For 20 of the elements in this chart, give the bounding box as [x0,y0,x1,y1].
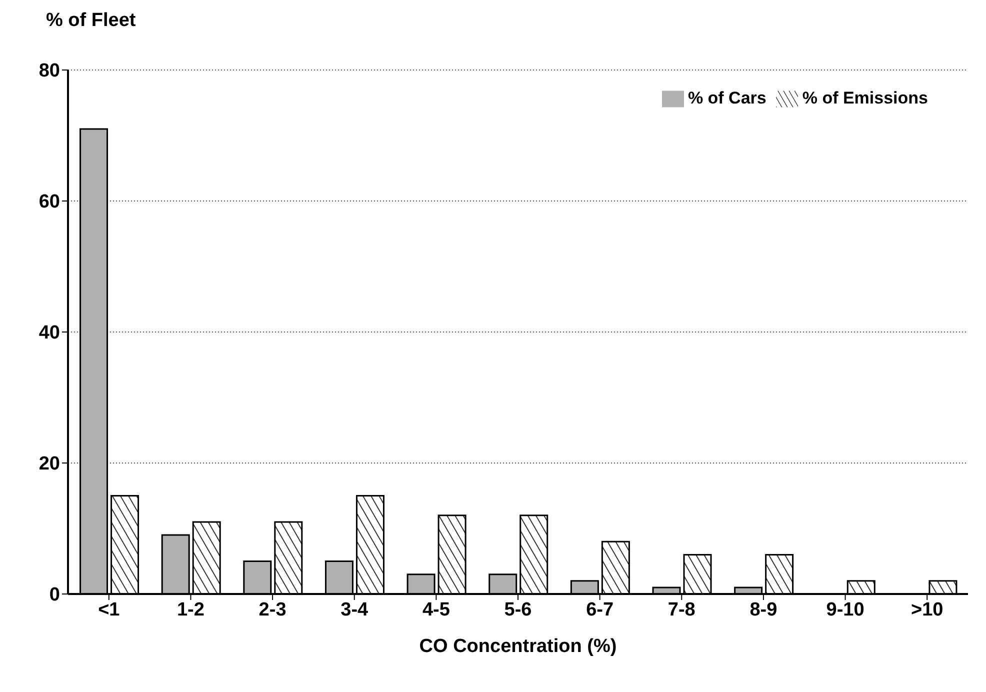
y-tick-label: 80 [38,60,60,82]
y-tick-label: 40 [38,322,60,344]
x-tick-label: <1 [98,599,120,620]
x-axis-title: CO Concentration (%) [419,636,617,657]
x-tick-label: 5-6 [504,599,532,620]
y-axis-title: % of Fleet [46,10,136,32]
x-tick-label: 6-7 [586,599,614,620]
legend-label: % of Emissions [802,88,928,108]
y-tick-label: 60 [38,192,60,213]
x-tick-label: 7-8 [668,599,696,620]
y-tick-label: 0 [49,584,60,606]
y-tick-label: 20 [38,454,60,475]
x-tick-label: 4-5 [422,599,450,620]
x-tick-label: 1-2 [176,599,204,620]
x-tick-label: 8-9 [750,599,778,620]
legend-label: % of Cars [688,88,766,108]
x-tick-label: 2-3 [258,599,286,620]
x-tick-label: >10 [910,599,944,620]
x-tick-label: 9-10 [826,599,864,620]
x-tick-label: 3-4 [340,599,369,620]
